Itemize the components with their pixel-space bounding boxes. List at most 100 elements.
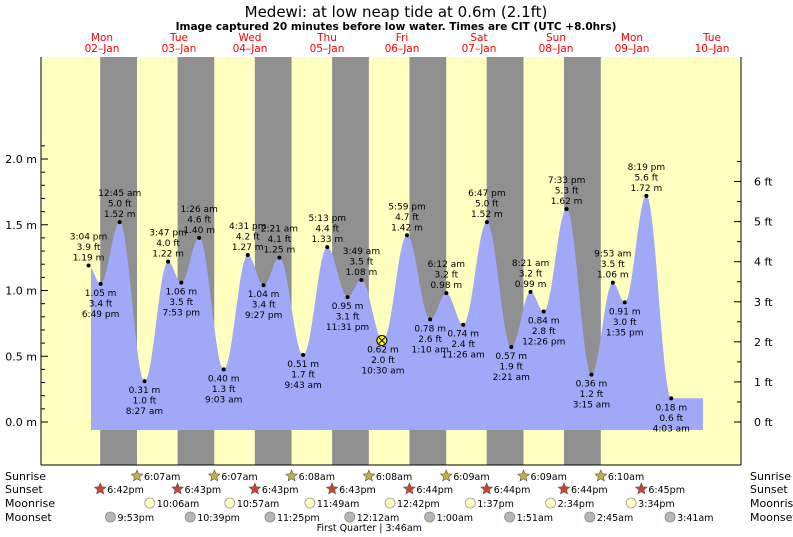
left-axis-tick-label: 0.0 m: [5, 416, 37, 429]
moonset-time: 1:00am: [437, 513, 473, 524]
day-label-dow: Wed: [239, 32, 262, 44]
tide-extreme-point: [541, 309, 546, 314]
sunrise-icon: [517, 469, 530, 482]
tide-extreme-label: 3.9 ft: [77, 243, 101, 253]
day-label-dow: Sun: [546, 32, 566, 44]
tide-extreme-label: 7:33 pm: [548, 176, 586, 186]
tide-extreme-label: 3.4 ft: [252, 301, 276, 311]
moonset-time: 3:41am: [677, 513, 713, 524]
sunrise-time: 6:07am: [144, 472, 180, 483]
tide-extreme-label: 4.7 ft: [395, 213, 419, 223]
right-axis-tick-label: 6 ft: [754, 176, 773, 189]
tide-extreme-label: 7:53 pm: [163, 309, 201, 319]
tide-extreme-label: 3:47 pm: [149, 229, 187, 239]
current-tide-marker: [376, 334, 388, 346]
day-label-date: 07–Jan: [462, 43, 497, 55]
tide-extreme-label: 0.6 ft: [659, 414, 683, 424]
day-label-date: 09–Jan: [615, 43, 650, 55]
sunset-time: 6:44pm: [571, 485, 608, 496]
sunset-time: 6:42pm: [107, 485, 144, 496]
tide-extreme-label: 0.36 m: [576, 380, 608, 390]
tide-extreme-label: 4:31 pm: [229, 222, 267, 232]
tide-extreme-point: [221, 367, 226, 372]
sunset-time: 6:44pm: [416, 485, 453, 496]
tide-extreme-point: [98, 281, 103, 286]
day-label-dow: Tue: [702, 32, 721, 44]
tide-extreme-label: 1.27 m: [232, 243, 264, 253]
moonset-time: 11:25pm: [277, 513, 320, 524]
sunrise-time: 6:10am: [608, 472, 644, 483]
tide-extreme-label: 11:31 pm: [326, 323, 369, 333]
tide-extremes: 3:04 pm3.9 ft1.19 m1.05 m3.4 ft6:49 pm12…: [70, 163, 690, 435]
tide-extreme-label: 1.33 m: [311, 235, 343, 245]
sunset-time: 6:43pm: [262, 485, 299, 496]
tide-extreme-label: 6:12 am: [428, 260, 465, 270]
sunrise-time: 6:09am: [530, 472, 566, 483]
sunset-icon: [93, 482, 107, 495]
tide-extreme-label: 3.5 ft: [169, 298, 193, 308]
tide-extreme-point: [179, 280, 184, 285]
tide-extreme-label: 1.52 m: [471, 210, 503, 220]
moonset-time: 10:39pm: [197, 513, 240, 524]
right-axis-tick-label: 3 ft: [754, 296, 773, 309]
tide-extreme-label: 3.5 ft: [601, 260, 625, 270]
moonrise-time: 10:57am: [237, 499, 279, 510]
day-label-dow: Fri: [396, 32, 409, 44]
tide-extreme-label: 2.4 ft: [451, 340, 475, 350]
tide-extreme-label: 1.08 m: [346, 268, 378, 278]
row-label-moonrise: Moonrise: [5, 497, 55, 510]
moonset-icon: [184, 511, 196, 523]
sunrise-time: 6:08am: [376, 472, 412, 483]
tide-extreme-label: 3.4 ft: [89, 299, 113, 309]
sunrise-time: 6:07am: [221, 472, 257, 483]
tide-extreme-label: 3.0 ft: [613, 318, 637, 328]
tide-extreme-label: 2:21 am: [261, 225, 298, 235]
tide-extreme-label: 12:26 pm: [522, 338, 565, 348]
sunset-icon: [325, 482, 339, 495]
tide-extreme-label: 2.0 ft: [371, 356, 395, 366]
moonrise-icon: [224, 497, 236, 509]
sunset-time: 6:44pm: [494, 485, 531, 496]
tide-extreme-point: [166, 259, 171, 264]
tide-extreme-point: [610, 280, 615, 285]
moonrise-time: 12:42pm: [397, 499, 440, 510]
tide-extreme-label: 1.9 ft: [499, 363, 523, 373]
tide-extreme-point: [509, 345, 514, 350]
tide-extreme-label: 0.99 m: [515, 280, 547, 290]
tide-extreme-point: [528, 289, 533, 294]
moonset-time: 9:53pm: [117, 513, 154, 524]
tide-extreme-label: 1.22 m: [152, 250, 184, 260]
day-label-date: 04–Jan: [233, 43, 268, 55]
left-axis-tick-label: 1.0 m: [5, 285, 37, 298]
moonrise-time: 2:34pm: [558, 499, 595, 510]
day-label-date: 10–Jan: [695, 43, 730, 55]
axes: 0.0 m 0.5 m 1.0 m 1.5 m 2.0 m 0 ft 1 ft 2 ft 3 f…: [5, 57, 773, 466]
tide-extreme-point: [142, 379, 147, 384]
day-labels: Mon02–JanTue03–JanWed04–JanThu05–JanFri0…: [85, 32, 730, 55]
tide-extreme-label: 1:26 am: [180, 205, 217, 215]
tide-extreme-label: 1.25 m: [264, 246, 296, 256]
sunset-time: 6:45pm: [648, 485, 685, 496]
tide-extreme-label: 4.0 ft: [156, 239, 180, 249]
tide-extreme-point: [564, 206, 569, 211]
day-label-dow: Sat: [470, 32, 487, 44]
tide-extreme-point: [261, 283, 266, 288]
sunset-icon: [248, 482, 262, 495]
tide-extreme-label: 4.1 ft: [268, 235, 292, 245]
tide-extreme-point: [428, 317, 433, 322]
tide-extreme-label: 1.72 m: [631, 184, 663, 194]
sunrise-icon: [362, 469, 376, 482]
day-label-date: 08–Jan: [539, 43, 574, 55]
moonrise-time: 10:06am: [157, 499, 199, 510]
tide-extreme-label: 9:43 am: [284, 381, 321, 391]
moon-phase-label: First Quarter | 3:46am: [317, 523, 422, 534]
tide-extreme-point: [245, 252, 250, 257]
left-axis-tick-label: 0.5 m: [5, 350, 37, 363]
moonrise-time: 1:37pm: [477, 499, 514, 510]
tide-extreme-label: 1.62 m: [551, 197, 583, 207]
sunrise-icon: [207, 469, 221, 482]
sunrise-icon: [130, 469, 144, 482]
moonrise-icon: [144, 497, 156, 509]
tide-extreme-label: 1.42 m: [391, 223, 423, 233]
